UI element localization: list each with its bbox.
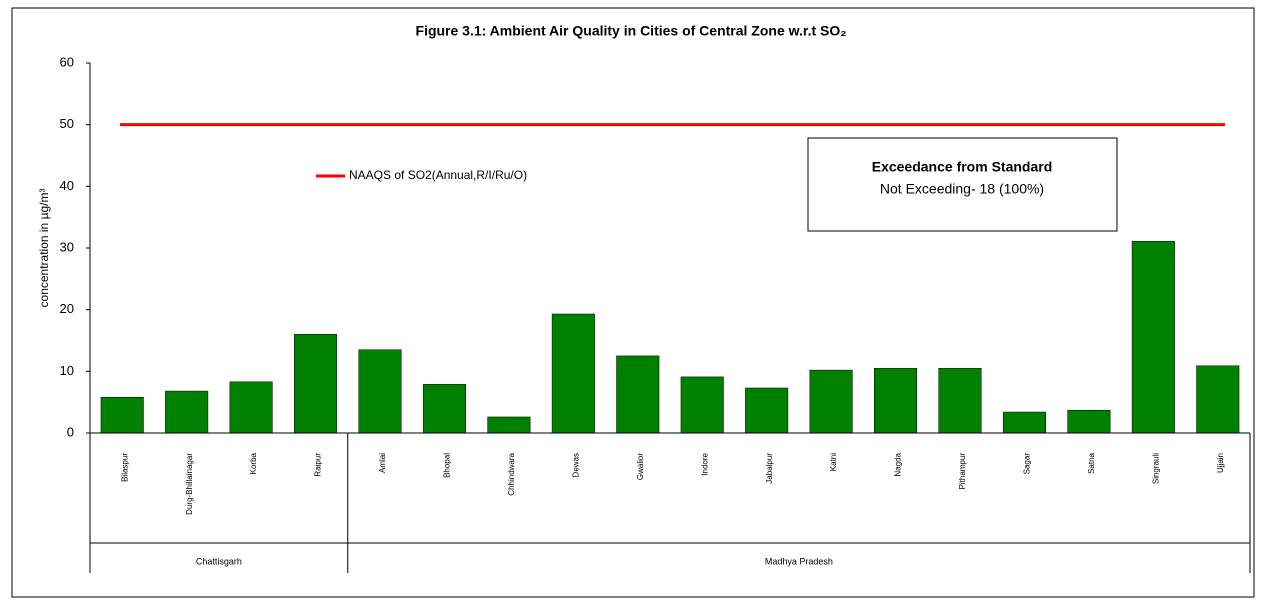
group-label: Chattisgarh bbox=[196, 556, 242, 566]
x-tick-label: Amlai bbox=[378, 453, 387, 473]
x-tick-label: Ujjain bbox=[1216, 453, 1225, 473]
bar bbox=[165, 390, 209, 434]
bar bbox=[358, 349, 402, 434]
y-tick-label: 20 bbox=[60, 301, 74, 316]
bar bbox=[294, 334, 338, 434]
bar bbox=[551, 313, 595, 434]
x-tick-label: Katni bbox=[829, 453, 838, 471]
annotation-box bbox=[807, 137, 1118, 232]
x-tick-label: Nagda bbox=[894, 452, 903, 476]
x-tick-label: Durg-Bhillainagar bbox=[185, 453, 194, 515]
x-tick-label: Gwalior bbox=[636, 453, 645, 480]
x-tick-label: Bhopal bbox=[443, 453, 452, 478]
bar bbox=[1067, 409, 1111, 434]
x-tick-label: Bilaspur bbox=[120, 453, 129, 482]
x-tick-label: Pithampur bbox=[958, 453, 967, 490]
x-tick-label: Indore bbox=[700, 452, 709, 475]
bar bbox=[229, 381, 273, 434]
annotation-title: Exceedance from Standard bbox=[872, 159, 1053, 175]
x-tick-label: Chhindwara bbox=[507, 452, 516, 495]
x-tick-label: Jabalpur bbox=[765, 453, 774, 484]
x-tick-label: Korba bbox=[249, 452, 258, 474]
bar bbox=[487, 416, 531, 434]
bar bbox=[745, 387, 789, 434]
y-tick-label: 30 bbox=[60, 239, 74, 254]
x-tick-label: Satna bbox=[1087, 452, 1096, 473]
bar bbox=[809, 369, 853, 434]
bar bbox=[616, 355, 660, 434]
legend-label: NAAQS of SO2(Annual,R/I/Ru/O) bbox=[349, 168, 527, 182]
bar bbox=[422, 384, 466, 434]
bar bbox=[874, 368, 918, 434]
bar bbox=[1131, 240, 1175, 434]
y-tick-label: 50 bbox=[60, 116, 74, 131]
chart-title: Figure 3.1: Ambient Air Quality in Citie… bbox=[416, 23, 847, 39]
y-axis-label: concentration in µg/m³ bbox=[37, 189, 51, 308]
bar bbox=[1002, 411, 1046, 434]
annotation-text: Not Exceeding- 18 (100%) bbox=[880, 181, 1044, 197]
chart-frame bbox=[11, 7, 1255, 598]
group-label: Madhya Pradesh bbox=[765, 556, 833, 566]
x-tick-label: Singrauli bbox=[1151, 453, 1160, 484]
bar bbox=[1196, 365, 1240, 434]
x-tick-label: Raipur bbox=[314, 453, 323, 477]
bar bbox=[100, 396, 144, 434]
x-tick-label: Sagar bbox=[1023, 453, 1032, 475]
bar bbox=[938, 368, 982, 434]
y-tick-label: 60 bbox=[60, 54, 74, 69]
x-tick-label: Dewas bbox=[571, 453, 580, 477]
y-tick-label: 10 bbox=[60, 363, 74, 378]
bar bbox=[680, 376, 724, 434]
y-tick-label: 40 bbox=[60, 178, 74, 193]
y-tick-label: 0 bbox=[67, 424, 74, 439]
